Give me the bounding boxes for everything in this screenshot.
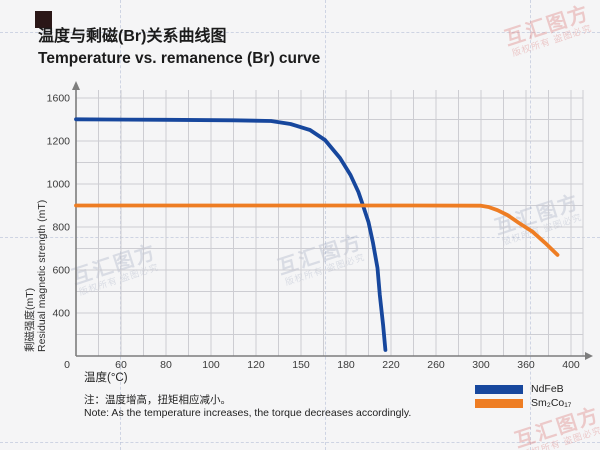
svg-text:600: 600	[52, 265, 70, 277]
svg-text:1600: 1600	[47, 93, 71, 105]
footnote-chinese: 注：温度增高，扭矩相应减小。	[84, 394, 231, 406]
svg-text:800: 800	[52, 222, 70, 234]
title-chinese: 温度与剩磁(Br)关系曲线图	[38, 28, 227, 45]
svg-text:1200: 1200	[47, 136, 71, 148]
title-english: Temperature vs. remanence (Br) curve	[38, 50, 321, 67]
y-axis-title-chinese: 剩磁强度(mT)	[24, 287, 36, 352]
svg-text:400: 400	[52, 308, 70, 320]
svg-text:180: 180	[337, 359, 355, 371]
page-title: 温度与剩磁(Br)关系曲线图 Temperature vs. remanence…	[38, 26, 320, 70]
y-axis-title-english: Residual magnetic strength (mT)	[36, 199, 48, 352]
legend-item-sm2co17: Sm₂Co₁₇	[475, 396, 571, 410]
svg-text:360: 360	[517, 359, 535, 371]
svg-text:260: 260	[427, 359, 445, 371]
svg-text:300: 300	[472, 359, 490, 371]
svg-text:220: 220	[382, 359, 400, 371]
corner-mark	[35, 11, 52, 28]
svg-text:80: 80	[160, 359, 172, 371]
footnote-english: Note: As the temperature increases, the …	[84, 407, 412, 419]
legend: NdFeB Sm₂Co₁₇	[475, 382, 571, 410]
svg-text:400: 400	[562, 359, 580, 371]
svg-text:温度(°C): 温度(°C)	[84, 370, 128, 384]
svg-text:0: 0	[64, 359, 70, 371]
legend-label-ndfeb: NdFeB	[531, 383, 564, 395]
svg-text:100: 100	[202, 359, 220, 371]
legend-swatch-sm2co17	[475, 398, 523, 408]
svg-text:1000: 1000	[47, 179, 71, 191]
svg-text:60: 60	[115, 359, 127, 371]
legend-item-ndfeb: NdFeB	[475, 382, 571, 396]
legend-label-sm2co17: Sm₂Co₁₇	[531, 397, 572, 409]
footnote: 注：温度增高，扭矩相应减小。 Note: As the temperature …	[84, 394, 411, 420]
svg-text:150: 150	[292, 359, 310, 371]
legend-swatch-ndfeb	[475, 384, 523, 394]
svg-text:120: 120	[247, 359, 265, 371]
